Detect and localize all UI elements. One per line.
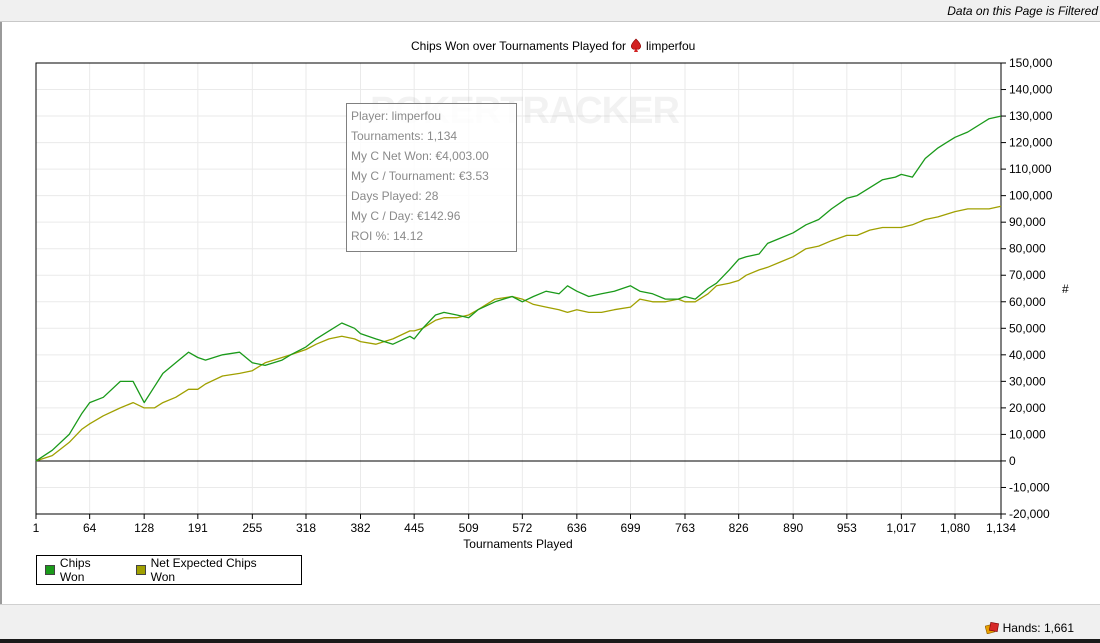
y-tick-label: 30,000 [1009, 374, 1046, 388]
grid [35, 62, 1002, 515]
y-tick-label: 70,000 [1009, 268, 1046, 282]
stats-info-box: Player: limperfou Tournaments: 1,134 My … [346, 103, 517, 252]
chips-won-chart: Chips Won over Tournaments Played for li… [33, 38, 1069, 551]
info-net-won: My C Net Won: €4,003.00 [351, 149, 489, 163]
y-tick-label: 20,000 [1009, 401, 1046, 415]
x-tick-label: 509 [459, 521, 479, 535]
series-layer [35, 115, 1002, 462]
series-line-1 [35, 205, 1002, 462]
status-bar: Hands: 1,661 [0, 604, 1100, 643]
x-tick-label: 1,017 [886, 521, 916, 535]
x-tick-label: 572 [512, 521, 532, 535]
y-tick-label: 100,000 [1009, 189, 1053, 203]
chart-legend: Chips Won Net Expected Chips Won [36, 555, 302, 585]
chart-player-name: limperfou [646, 39, 695, 53]
filter-banner: Data on this Page is Filtered [0, 0, 1100, 22]
x-tick-label: 255 [242, 521, 262, 535]
x-tick-label: 1 [33, 521, 40, 535]
chart-title: Chips Won over Tournaments Played for [411, 39, 626, 53]
x-tick-label: 128 [134, 521, 154, 535]
y-tick-label: 0 [1009, 454, 1016, 468]
status-bottom-strip [0, 639, 1100, 643]
hands-count-text: Hands: 1,661 [1002, 621, 1074, 635]
y-tick-label: 60,000 [1009, 295, 1046, 309]
y-axis-title: # [1062, 282, 1069, 296]
legend-label: Net Expected Chips Won [150, 556, 257, 584]
x-tick-label: 890 [783, 521, 803, 535]
info-player: Player: limperfou [351, 109, 442, 123]
x-tick-label: 318 [296, 521, 316, 535]
y-tick-label: 50,000 [1009, 321, 1046, 335]
info-days-played: Days Played: 28 [351, 189, 439, 203]
y-tick-label: 140,000 [1009, 83, 1053, 97]
info-per-day: My C / Day: €142.96 [351, 209, 461, 223]
player-suit-icon [631, 38, 641, 52]
x-tick-label: 826 [729, 521, 749, 535]
y-axis: 150,000 140,000 130,000 120,000 110,000 100,0… [1001, 56, 1053, 521]
x-tick-label: 445 [404, 521, 424, 535]
left-border [0, 22, 2, 604]
legend-item-net-expected[interactable]: Net Expected Chips Won [135, 556, 283, 584]
y-tick-label: -10,000 [1009, 480, 1050, 494]
x-axis: 1 64 128 191 255 318 382 445 509 572 636 699 763 826 8… [33, 514, 1016, 535]
y-tick-label: 130,000 [1009, 109, 1053, 123]
y-tick-label: -20,000 [1009, 507, 1050, 521]
y-tick-label: 90,000 [1009, 215, 1046, 229]
y-tick-label: 40,000 [1009, 348, 1046, 362]
info-roi: ROI %: 14.12 [351, 229, 424, 243]
x-tick-label: 1,134 [986, 521, 1016, 535]
x-tick-label: 382 [350, 521, 370, 535]
y-tick-label: 120,000 [1009, 136, 1053, 150]
info-per-tournament: My C / Tournament: €3.53 [351, 169, 489, 183]
x-tick-label: 953 [837, 521, 857, 535]
legend-item-chips-won[interactable]: Chips Won [45, 556, 118, 584]
legend-swatch-net-expected [135, 565, 146, 575]
legend-swatch-chips-won [45, 565, 55, 575]
plot-frame [35, 62, 1002, 515]
x-tick-label: 191 [188, 521, 208, 535]
x-tick-label: 64 [83, 521, 97, 535]
legend-label: Chips Won [59, 556, 91, 584]
series-line-0 [35, 115, 1002, 462]
y-tick-label: 80,000 [1009, 242, 1046, 256]
x-tick-label: 763 [675, 521, 695, 535]
y-tick-label: 10,000 [1009, 427, 1046, 441]
x-tick-label: 1,080 [940, 521, 970, 535]
x-tick-label: 699 [620, 521, 640, 535]
filter-banner-text: Data on this Page is Filtered [947, 4, 1098, 18]
x-axis-title: Tournaments Played [463, 537, 572, 551]
info-tournaments: Tournaments: 1,134 [351, 129, 458, 143]
x-tick-label: 636 [567, 521, 587, 535]
cards-icon [984, 622, 999, 634]
y-tick-label: 150,000 [1009, 56, 1053, 70]
y-tick-label: 110,000 [1009, 162, 1052, 176]
hands-count: Hands: 1,661 [984, 621, 1074, 635]
